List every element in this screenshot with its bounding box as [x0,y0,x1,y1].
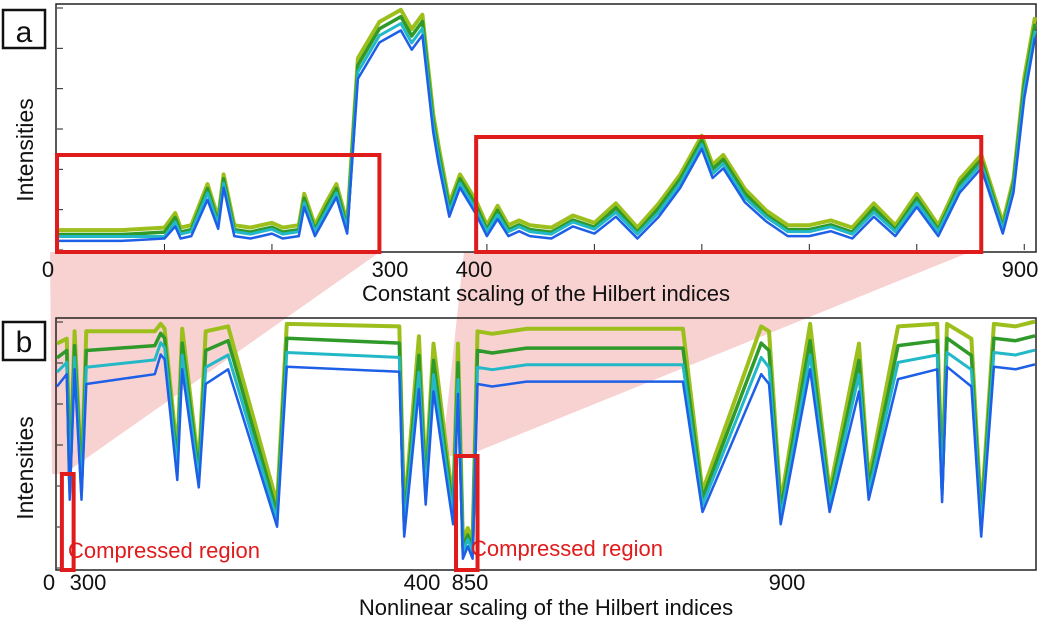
panel-letter-a: a [16,16,33,49]
x-tick-label-a-0: 0 [42,257,54,282]
highlight-box-b-1 [59,472,76,572]
series-line-a-4 [57,29,1037,243]
highlight-boxes-a [55,135,984,254]
panel-letter-b: b [16,326,33,359]
x-tick-label-a-300: 300 [372,257,409,282]
x-tick-label-b-900: 900 [769,570,806,595]
x-tick-label-a-900: 900 [1002,257,1039,282]
series-line-a-3 [57,22,1037,238]
highlight-box-b-2 [454,454,480,572]
x-tick-label-b-400: 400 [404,570,441,595]
y-axis-label-b: Intensities [12,416,38,520]
x-tick-label-b-300: 300 [70,570,107,595]
x-tick-label-a-400: 400 [456,257,493,282]
x-axis-label-b: Nonlinear scaling of the Hilbert indices [359,595,733,620]
panel-a: a Intensities 0 300 400 900 Constant sca… [1,3,1039,306]
compressed-region-label-1: Compressed region [68,538,260,563]
series-line-b-4 [56,353,1036,560]
highlight-boxes-b [59,454,480,572]
plot-area-a [57,7,1037,243]
panel-letter-box-b [1,320,47,362]
compressed-region-label-2: Compressed region [471,536,663,561]
series-line-a-1 [57,7,1037,233]
panel-letter-box-a [1,8,47,50]
plot-area-b [55,319,1036,560]
highlight-box-a-2 [474,135,984,254]
x-axis-label-a: Constant scaling of the Hilbert indices [362,281,730,306]
x-tick-label-b-0: 0 [43,570,55,595]
y-axis-label-a: Intensities [12,98,38,202]
x-tick-label-b-850: 850 [452,570,489,595]
plot-frame-b [55,317,1037,571]
projection-wedge-2 [442,252,970,456]
plot-frame-a [55,3,1037,253]
panel-b: b Intensities Compressed region Compress… [1,317,1037,620]
highlight-box-a-1 [55,153,382,254]
